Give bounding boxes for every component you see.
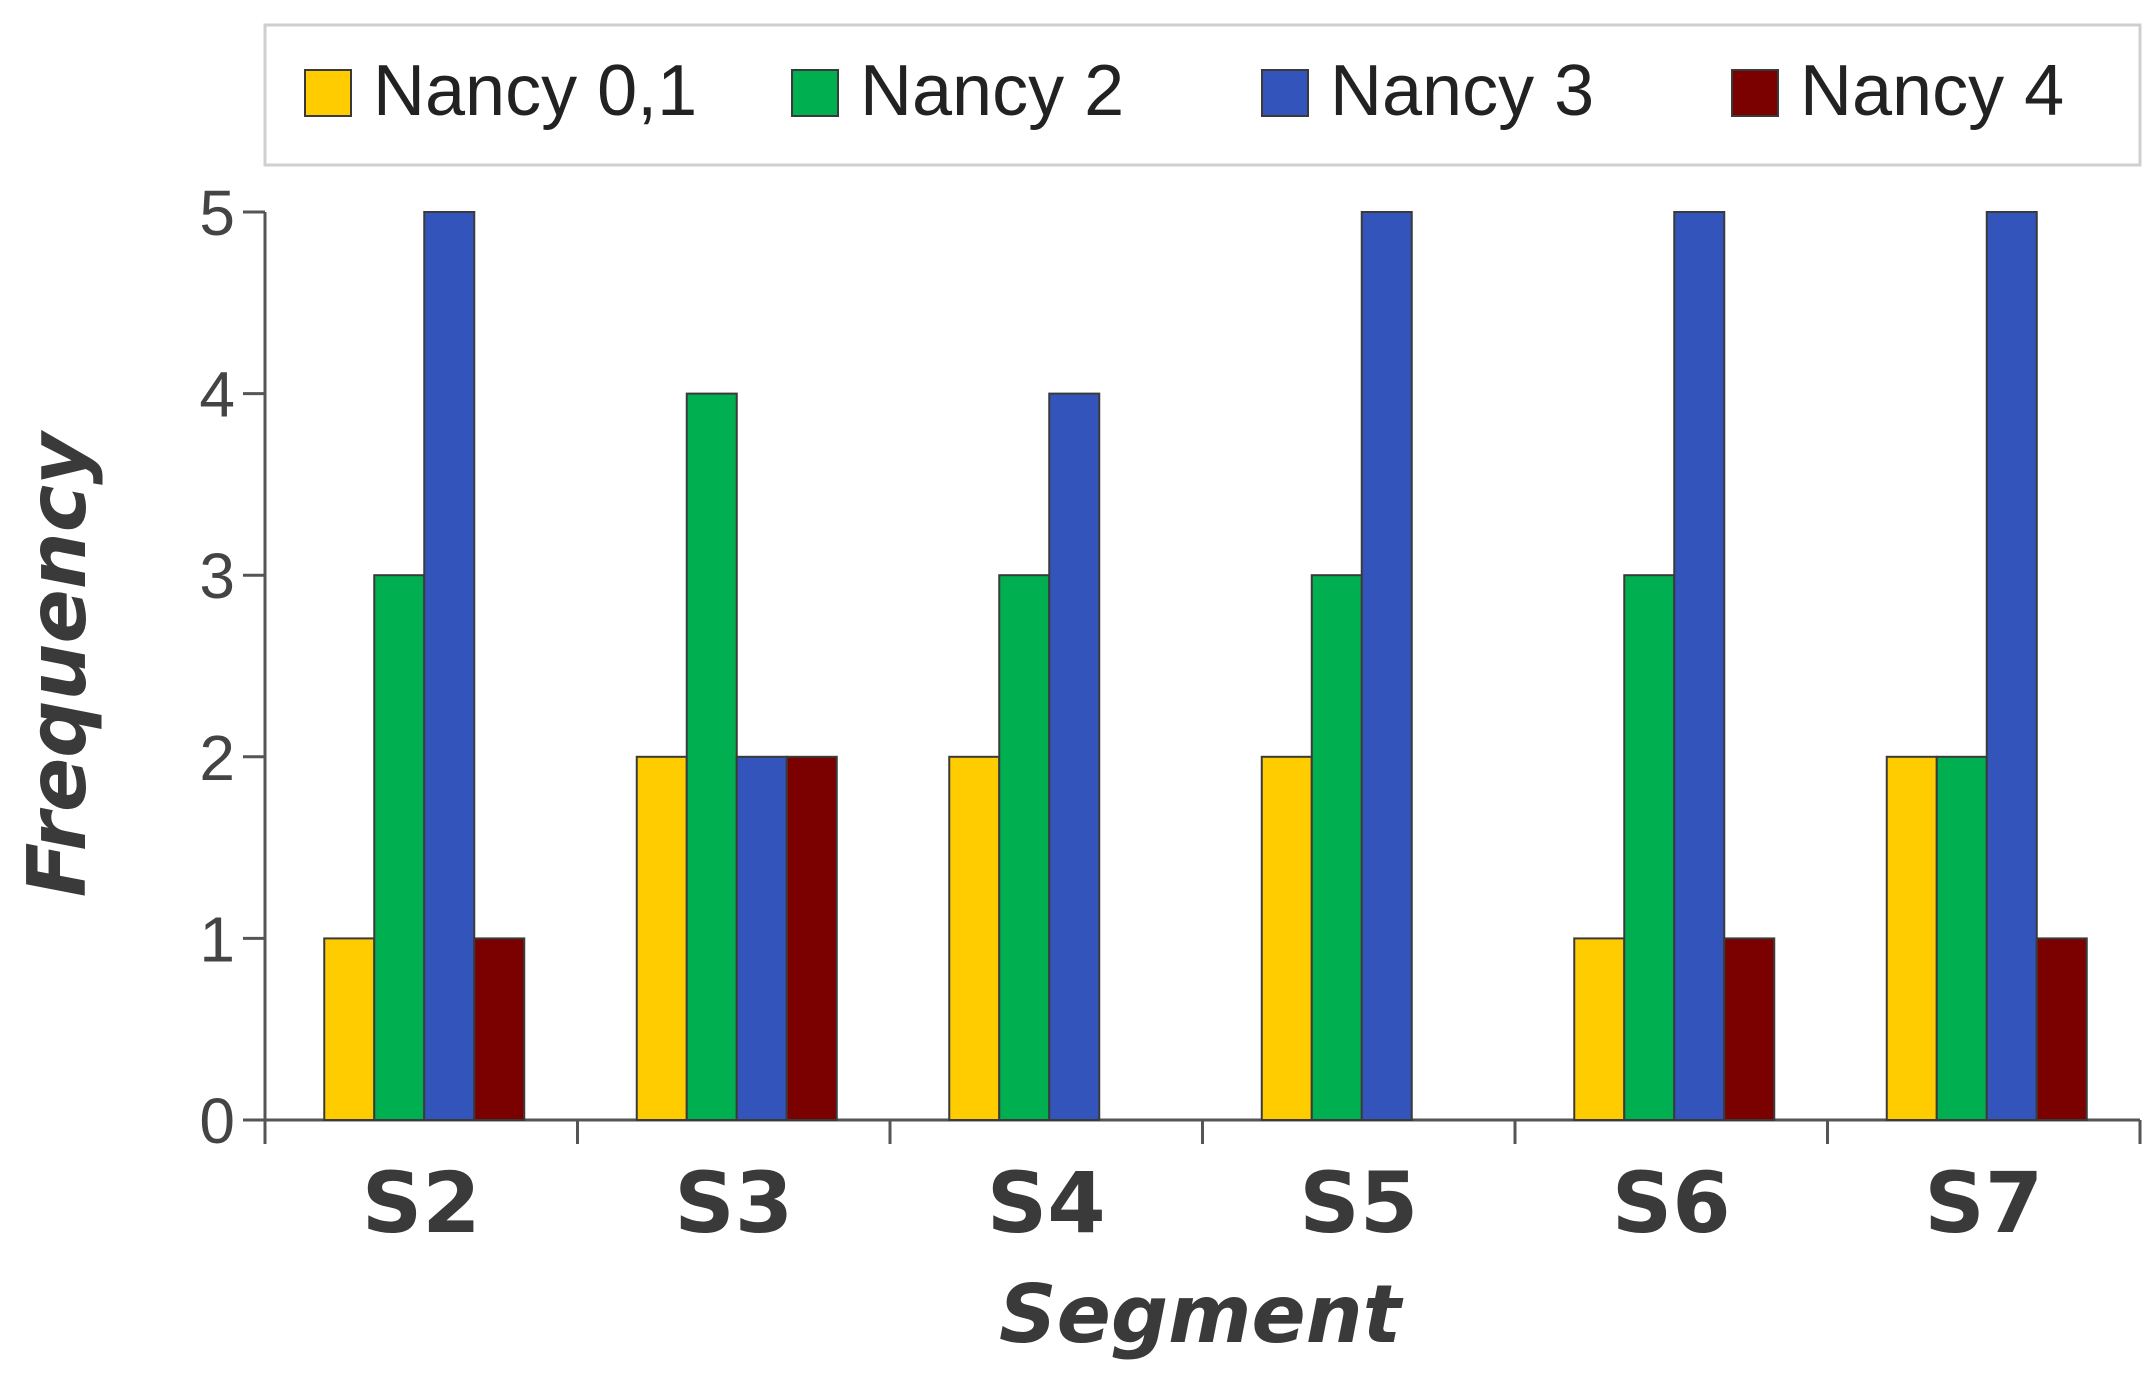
bar-s3-series-2 xyxy=(685,392,738,1122)
bar-s6-series-2 xyxy=(1623,574,1676,1121)
y-tick-label: 1 xyxy=(199,903,235,975)
bar-s6-series-4 xyxy=(1723,937,1776,1122)
x-tick-label: S7 xyxy=(1924,1154,2043,1252)
legend-label: Nancy 3 xyxy=(1330,51,1594,131)
bar-s3-series-1 xyxy=(635,755,688,1121)
bar-s2-series-4 xyxy=(473,937,526,1122)
bar-s2-series-3 xyxy=(423,211,476,1121)
x-tick-label: S3 xyxy=(674,1154,793,1252)
legend-label: Nancy 2 xyxy=(860,51,1124,131)
x-axis: S2 S3 S4 S5 S6 S7 xyxy=(263,1118,2142,1252)
y-tick-label: 0 xyxy=(199,1085,235,1157)
bar-s4-series-1 xyxy=(948,755,1001,1121)
x-tick-label: S5 xyxy=(1299,1154,1418,1252)
bar-s2-series-1 xyxy=(323,937,376,1122)
bar-s7-series-4 xyxy=(2035,937,2088,1122)
bar-s4-series-2 xyxy=(998,574,1051,1121)
x-tick-label: S4 xyxy=(987,1154,1106,1252)
legend: Nancy 0,1 Nancy 2 Nancy 3 Nancy 4 xyxy=(263,23,2142,167)
bar-s7-series-2 xyxy=(1935,755,1988,1121)
y-axis-title: Frequency xyxy=(11,430,104,897)
x-tick-label: S6 xyxy=(1612,1154,1731,1252)
bar-s3-series-4 xyxy=(785,755,838,1121)
legend-box xyxy=(263,23,2142,167)
x-axis-title: Segment xyxy=(999,1268,1404,1361)
y-tick-label: 2 xyxy=(199,722,235,794)
bar-s2-series-2 xyxy=(373,574,426,1121)
y-tick-label: 4 xyxy=(199,359,235,431)
legend-swatch xyxy=(1261,69,1309,117)
bar-s7-series-3 xyxy=(1985,211,2038,1121)
bar-s6-series-1 xyxy=(1573,937,1626,1122)
bar-s5-series-3 xyxy=(1360,211,1413,1121)
y-tick-label: 5 xyxy=(199,177,235,249)
legend-label: Nancy 4 xyxy=(1800,51,2064,131)
bar-s4-series-3 xyxy=(1048,392,1101,1122)
y-tick-label: 3 xyxy=(199,540,235,612)
bar-s5-series-1 xyxy=(1260,755,1313,1121)
bar-s7-series-1 xyxy=(1885,755,1938,1121)
x-tick-label: S2 xyxy=(362,1154,481,1252)
y-axis: 0 1 2 3 4 5 xyxy=(199,177,267,1157)
legend-label: Nancy 0,1 xyxy=(373,51,697,131)
bar-s5-series-2 xyxy=(1310,574,1363,1121)
legend-swatch xyxy=(791,69,839,117)
bar-s3-series-3 xyxy=(735,755,788,1121)
legend-swatch xyxy=(304,69,352,117)
legend-swatch xyxy=(1731,69,1779,117)
bar-s6-series-3 xyxy=(1673,211,1726,1121)
bars xyxy=(323,211,2088,1122)
